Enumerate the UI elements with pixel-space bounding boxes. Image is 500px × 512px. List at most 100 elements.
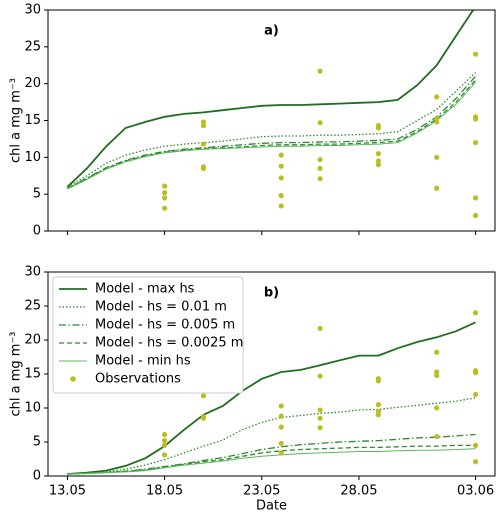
y-tick-label: 25 (24, 39, 41, 54)
y-tick-label: 20 (24, 333, 41, 348)
y-tick-label: 10 (24, 150, 41, 165)
panel-label: b) (264, 286, 279, 301)
observation (162, 442, 168, 448)
observation (278, 152, 284, 158)
y-tick-label: 30 (24, 265, 41, 280)
observation (278, 440, 284, 446)
legend-label: Model - min hs (95, 354, 191, 369)
y-tick-label: 5 (33, 435, 41, 450)
observation (434, 433, 440, 440)
x-tick-label: 13.05 (49, 484, 86, 499)
observation (278, 450, 284, 456)
observation (472, 368, 479, 374)
observation (472, 195, 479, 201)
model-line (67, 72, 477, 188)
observation (434, 119, 440, 125)
observation (162, 183, 168, 189)
observation (434, 405, 440, 411)
legend-label: Model - max hs (95, 282, 195, 297)
observation (162, 205, 168, 211)
observation (278, 203, 284, 209)
observation (375, 376, 381, 382)
observation (472, 140, 479, 146)
observation (278, 403, 284, 409)
y-tick-label: 0 (33, 469, 41, 484)
observation (317, 156, 323, 163)
y-tick-label: 5 (33, 187, 41, 202)
y-axis-label: chl a mg m⁻³ (9, 331, 24, 416)
model-line (67, 75, 477, 189)
observation (434, 185, 440, 191)
observation (317, 415, 323, 421)
observation (317, 176, 323, 182)
observation (278, 193, 284, 199)
observation (375, 402, 381, 408)
observation (375, 151, 381, 157)
observation (162, 195, 168, 201)
model-line (67, 444, 476, 475)
observation (162, 452, 168, 458)
plot-area (67, 310, 479, 475)
observation (278, 175, 284, 181)
y-tick-label: 30 (24, 3, 41, 18)
observation (375, 162, 381, 168)
legend-label: Model - hs = 0.005 m (95, 318, 235, 333)
x-tick-label: 03.06 (457, 484, 494, 499)
observation (472, 391, 479, 397)
observation (434, 349, 440, 355)
observation (317, 407, 323, 413)
model-line (66, 10, 475, 188)
model-line (67, 448, 476, 475)
observation (278, 424, 284, 430)
observation (472, 442, 479, 448)
y-tick-label: 15 (24, 367, 41, 382)
x-tick-label: 18.05 (146, 484, 183, 499)
observation (317, 165, 323, 171)
axes-frame (47, 9, 496, 232)
model-line (67, 321, 476, 475)
observation (200, 393, 207, 399)
observation (375, 158, 381, 164)
observation (434, 115, 440, 121)
observation (200, 414, 207, 420)
legend-label: Observations (95, 372, 181, 387)
y-tick-label: 15 (24, 113, 41, 128)
observation (472, 114, 479, 120)
observation (317, 120, 323, 126)
observation (162, 190, 168, 196)
plot-area (66, 10, 479, 219)
observation (278, 413, 284, 419)
observation (200, 164, 207, 170)
legend-box (52, 276, 244, 394)
observation (200, 141, 207, 147)
observation (375, 123, 381, 129)
observation (317, 68, 323, 74)
model-line (67, 81, 476, 190)
axes-frame (47, 271, 496, 477)
observation (472, 51, 479, 57)
model-line (67, 397, 476, 475)
observation (317, 325, 323, 332)
y-tick-label: 0 (33, 224, 41, 239)
model-line (67, 79, 477, 189)
y-tick-label: 20 (24, 76, 41, 91)
y-tick-label: 10 (24, 401, 41, 416)
x-axis-label: Date (256, 499, 287, 512)
legend-marker (70, 376, 76, 382)
observation (200, 123, 207, 129)
y-tick-label: 25 (24, 299, 41, 314)
observation (162, 438, 168, 444)
y-axis-label: chl a mg m⁻³ (9, 78, 24, 163)
observation (472, 310, 479, 316)
observation (278, 163, 284, 169)
observation (434, 154, 440, 160)
observation (472, 459, 479, 465)
legend-label: Model - hs = 0.01 m (95, 300, 227, 315)
observation (375, 408, 381, 414)
observation (162, 431, 168, 438)
observation (472, 212, 479, 219)
observation (317, 425, 323, 431)
x-tick-label: 23.05 (243, 484, 280, 499)
observation (434, 369, 440, 375)
